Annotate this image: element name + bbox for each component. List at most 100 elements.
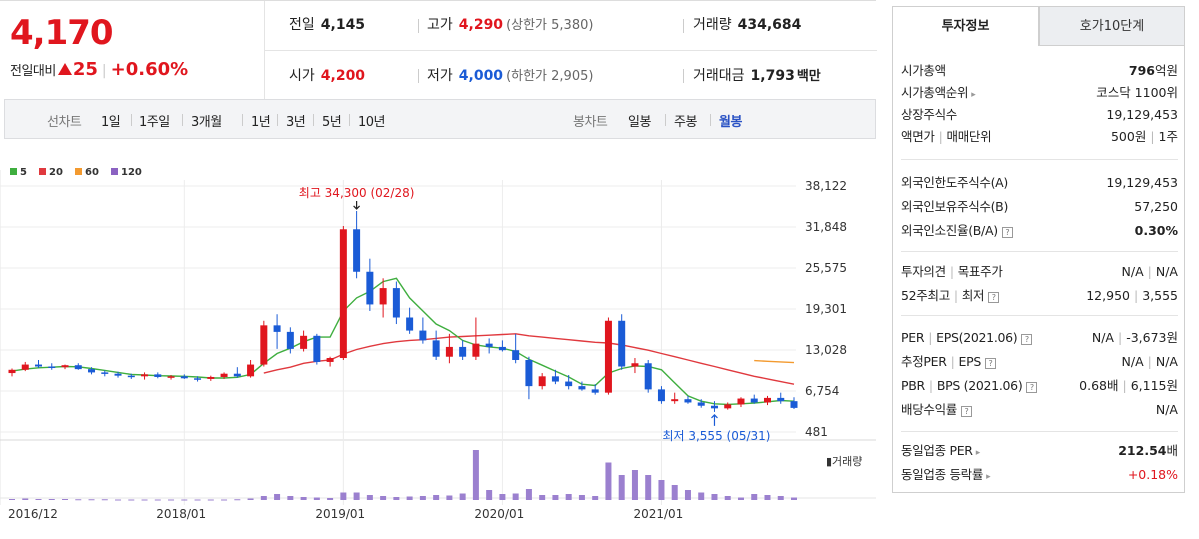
candle-body bbox=[485, 343, 493, 347]
period-3y[interactable]: 3년 bbox=[286, 115, 306, 130]
period-separator bbox=[710, 114, 711, 126]
volume-bar bbox=[340, 492, 347, 500]
help-icon[interactable]: ? bbox=[1026, 382, 1038, 393]
volume-bar bbox=[552, 495, 559, 500]
period-separator bbox=[131, 114, 132, 126]
low-label: 저가 bbox=[427, 68, 453, 84]
volume-bar bbox=[658, 480, 665, 500]
volume-bar bbox=[433, 495, 440, 500]
foreign-ratio-number: 0.30% bbox=[1134, 223, 1178, 238]
volume-bar bbox=[9, 499, 15, 500]
period-10y[interactable]: 10년 bbox=[358, 115, 386, 130]
est-per-number: N/A bbox=[1121, 354, 1144, 369]
foreign-ratio-row: 외국인소진율(B/A)? 0.30% bbox=[901, 220, 1178, 242]
label-separator: | bbox=[928, 378, 933, 393]
section-divider bbox=[901, 431, 1178, 432]
market-cap-rank-row[interactable]: 시가총액순위 ▸ 코스닥 1100위 bbox=[901, 82, 1178, 104]
candle-body bbox=[565, 381, 573, 387]
candle-body bbox=[631, 363, 639, 367]
volume-bar bbox=[181, 499, 188, 501]
help-icon[interactable]: ? bbox=[988, 292, 1000, 303]
sector-per-number: 212.54 bbox=[1118, 443, 1167, 458]
candle-body bbox=[154, 374, 162, 377]
stock-chart-panel: 4,170 전일대비 25 | +0.60% 전일 4,145 고가 4,290 (상한가 … bbox=[0, 0, 877, 521]
sector-per-text: 동일업종 PER bbox=[901, 443, 973, 458]
face-value-text: 액면가 bbox=[901, 129, 935, 144]
volume-bar bbox=[260, 496, 267, 500]
market-cap-unit: 억원 bbox=[1154, 63, 1178, 78]
period-3m[interactable]: 3개월 bbox=[191, 115, 222, 130]
pbr-bps-row: PBR | BPS (2021.06)? 0.68배 | 6,115원 bbox=[901, 375, 1178, 397]
candle-monthly[interactable]: 월봉 bbox=[719, 115, 742, 130]
volume-bar bbox=[88, 499, 95, 501]
volume-bar bbox=[115, 499, 122, 501]
help-icon[interactable]: ? bbox=[1021, 334, 1033, 345]
quote-header: 4,170 전일대비 25 | +0.60% 전일 4,145 고가 4,290 (상한가 … bbox=[0, 0, 877, 99]
opinion-value: N/A | N/A bbox=[1122, 261, 1178, 283]
candle-body bbox=[300, 335, 308, 349]
per-eps-row: PER | EPS(2021.06)? N/A | -3,673원 bbox=[901, 327, 1178, 349]
section-divider bbox=[901, 251, 1178, 252]
volume-bar bbox=[274, 494, 281, 500]
est-per-eps-value: N/A | N/A bbox=[1122, 351, 1178, 373]
label-separator: | bbox=[938, 129, 943, 144]
candle-weekly[interactable]: 주봉 bbox=[674, 115, 697, 130]
volume: 거래량 434,684 bbox=[693, 14, 801, 34]
volume-bar bbox=[287, 496, 294, 500]
period-5y[interactable]: 5년 bbox=[322, 115, 342, 130]
candle-body bbox=[207, 376, 215, 379]
open-price: 시가 4,200 bbox=[289, 65, 365, 85]
tab-order-book[interactable]: 호가10단계 bbox=[1039, 6, 1185, 46]
week52-high-text: 52주최고 bbox=[901, 288, 950, 303]
volume-bar bbox=[154, 499, 161, 501]
candle-body bbox=[538, 376, 546, 387]
candle-body bbox=[604, 320, 612, 393]
label-separator: | bbox=[950, 354, 955, 369]
eps-number: -3,673원 bbox=[1126, 330, 1178, 345]
volume-bar bbox=[724, 496, 731, 500]
y-tick-label: 481 bbox=[805, 425, 828, 439]
candle-body bbox=[445, 346, 453, 357]
bps-text: BPS (2021.06) bbox=[936, 378, 1023, 393]
volume-bar bbox=[525, 489, 532, 500]
candle-body bbox=[591, 389, 599, 393]
candle-body bbox=[233, 373, 241, 377]
quote-grid: 전일 4,145 고가 4,290 (상한가 5,380) 거래량 434,684 시가… bbox=[264, 1, 877, 99]
tab-investment-info[interactable]: 투자정보 bbox=[892, 6, 1039, 46]
info-table: 시가총액 796억원 시가총액순위 ▸ 코스닥 1100위 상장주식수 19,129,4… bbox=[892, 46, 1185, 493]
period-1y[interactable]: 1년 bbox=[251, 115, 271, 130]
dividend-text: 배당수익률 bbox=[901, 402, 958, 417]
change-label: 전일대비 bbox=[10, 64, 56, 79]
legend-swatch bbox=[10, 168, 17, 175]
week52-label: 52주최고 | 최저? bbox=[901, 285, 1000, 307]
volume-bar bbox=[22, 498, 29, 500]
change-percent: +0.60% bbox=[110, 59, 189, 80]
candle-body bbox=[260, 325, 268, 365]
candle-daily[interactable]: 일봉 bbox=[628, 115, 651, 130]
volume-bar bbox=[631, 470, 638, 500]
opinion-row: 투자의견 | 목표주가 N/A | N/A bbox=[901, 261, 1178, 283]
help-icon[interactable]: ? bbox=[961, 406, 973, 417]
label-separator: | bbox=[949, 264, 954, 279]
period-separator bbox=[313, 114, 314, 126]
period-1w[interactable]: 1주일 bbox=[139, 115, 170, 130]
volume-bar bbox=[406, 496, 413, 500]
foreign-hold-value: 57,250 bbox=[1134, 199, 1178, 214]
sector-per-row[interactable]: 동일업종 PER ▸ 212.54배 bbox=[901, 440, 1178, 462]
market-cap-value: 796억원 bbox=[1129, 60, 1178, 82]
volume-bar bbox=[101, 499, 108, 501]
value-separator: | bbox=[1147, 354, 1152, 369]
candle-body bbox=[697, 402, 705, 406]
volume-bar bbox=[777, 496, 784, 500]
candle-body bbox=[366, 271, 374, 305]
volume-bar bbox=[645, 475, 652, 500]
help-icon[interactable]: ? bbox=[1001, 227, 1013, 238]
y-tick-label: 6,754 bbox=[805, 384, 839, 398]
sector-change-row[interactable]: 동일업종 등락률 ▸ +0.18% bbox=[901, 464, 1178, 486]
help-icon[interactable]: ? bbox=[985, 358, 997, 369]
candle-body bbox=[432, 340, 440, 357]
quote-separator bbox=[683, 69, 684, 83]
candle-body bbox=[194, 378, 202, 380]
est-per-eps-label: 추정PER | EPS? bbox=[901, 351, 997, 373]
period-1d[interactable]: 1일 bbox=[101, 115, 121, 130]
